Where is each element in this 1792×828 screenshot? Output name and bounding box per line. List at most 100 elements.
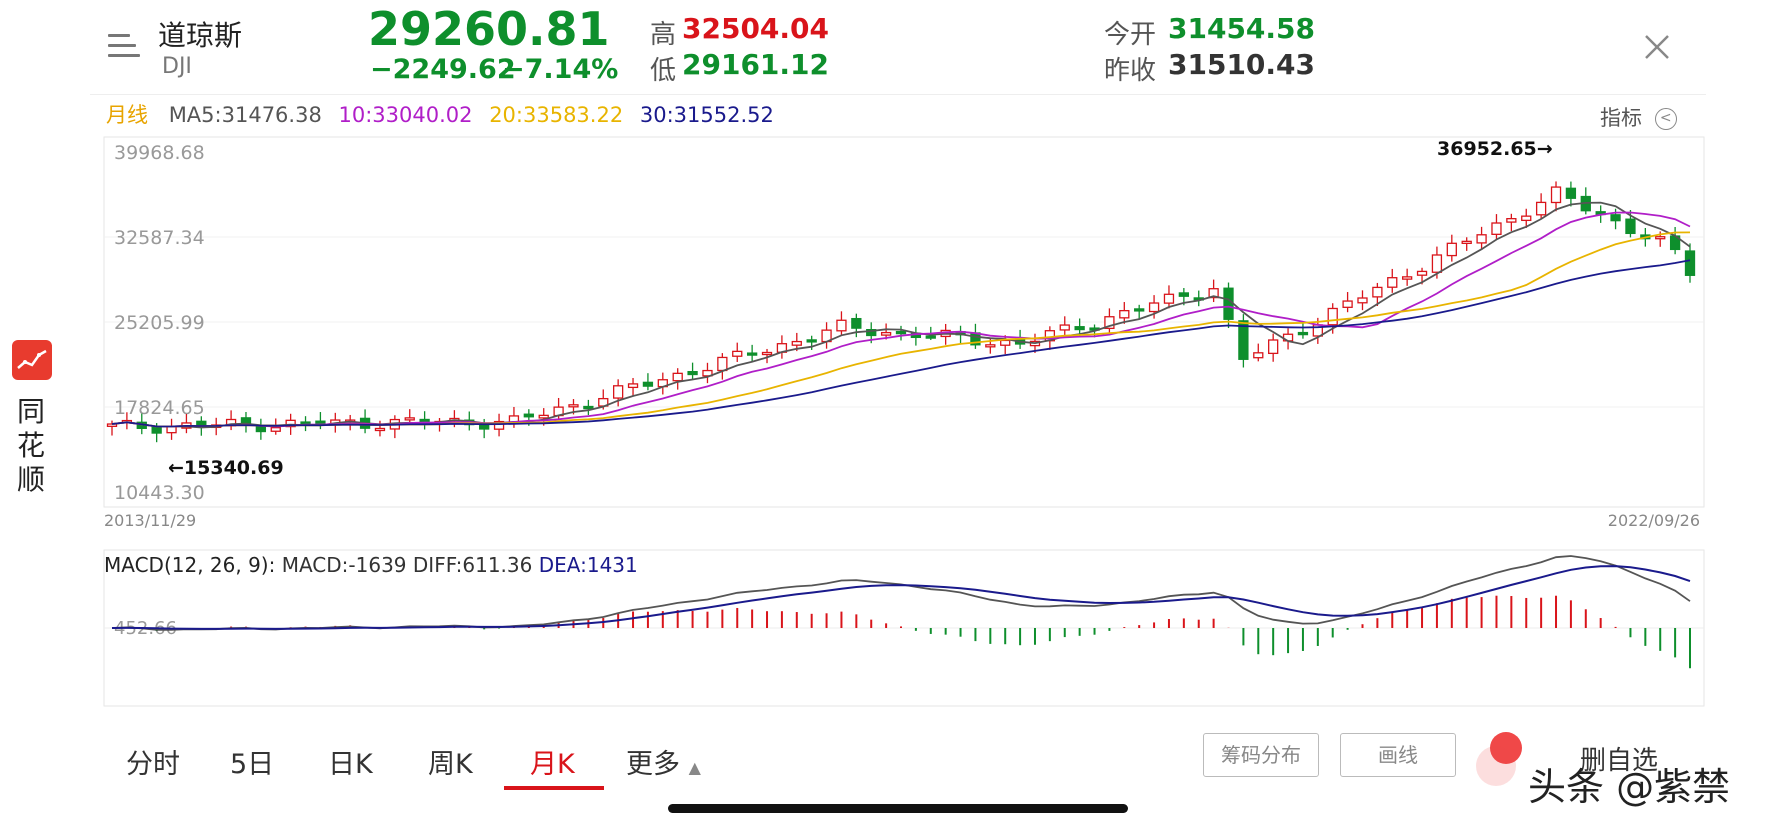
candle-body <box>687 370 698 376</box>
y-axis-label: 39968.68 <box>114 142 205 164</box>
candle-body <box>702 369 713 377</box>
candle-body <box>1178 292 1189 297</box>
dea-line <box>111 565 1691 630</box>
stock-code: DJI <box>162 54 192 79</box>
current-price: 29260.81 <box>368 2 610 56</box>
candle-body <box>1402 276 1413 280</box>
candle-body <box>895 330 907 335</box>
tab-more[interactable]: 更多 ▲ <box>626 742 701 781</box>
candle-body <box>523 413 534 418</box>
period-label[interactable]: 月线 <box>106 103 148 127</box>
candle-body <box>1625 218 1636 235</box>
brand-logo[interactable] <box>12 340 52 380</box>
close-icon[interactable] <box>1636 26 1676 66</box>
kline-grid <box>104 236 1704 408</box>
candle-body <box>1610 214 1621 222</box>
chips-distribution-button[interactable]: 筹码分布 <box>1203 733 1319 777</box>
candle-body <box>1461 240 1472 245</box>
draw-line-button[interactable]: 画线 <box>1340 733 1456 777</box>
tab-5day[interactable]: 5日 <box>230 749 275 780</box>
candle-body <box>1223 287 1234 320</box>
remove-watchlist-icon[interactable] <box>1490 732 1522 764</box>
candle-body <box>851 317 862 329</box>
ma10-value: 10:33040.02 <box>338 103 473 127</box>
kline-ma-lines <box>111 201 1691 429</box>
ma20-value: 20:33583.22 <box>489 103 624 127</box>
candle-body <box>493 420 505 430</box>
high-label: 高 <box>650 20 677 50</box>
candle-body <box>1506 218 1517 223</box>
y-axis-label: 25205.99 <box>114 312 205 334</box>
candle-body <box>1104 316 1115 330</box>
price-change: −2249.62 <box>370 54 516 85</box>
high-value: 32504.04 <box>682 12 830 45</box>
macd-params: MACD(12, 26, 9): <box>104 553 276 577</box>
candle-body <box>642 381 654 387</box>
candle-body <box>925 335 936 339</box>
indicator-label: 指标 <box>1600 106 1642 130</box>
dea-value: DEA:1431 <box>538 553 638 577</box>
tab-daily-k[interactable]: 日K <box>328 749 373 780</box>
candle-body <box>866 328 877 337</box>
candle-body <box>1074 326 1085 331</box>
candle-body <box>1684 250 1696 276</box>
macd-histogram <box>125 595 1691 669</box>
remove-watchlist-button[interactable]: 删自选 <box>1580 746 1659 776</box>
max-annotation: 36952.65→ <box>1437 138 1553 160</box>
candle-body <box>1327 307 1338 326</box>
date-end-label: 2022/09/26 <box>1608 511 1700 530</box>
ma30-value: 30:31552.52 <box>639 103 774 127</box>
tab-active-underline <box>504 786 604 790</box>
candle-body <box>1000 339 1011 346</box>
candle-body <box>1431 254 1443 273</box>
candle-body <box>538 414 549 419</box>
watermark: 头条 @紫禁 <box>1528 765 1731 809</box>
candle-body <box>672 372 683 382</box>
y-axis-label: 10443.30 <box>114 482 205 504</box>
indicator-button[interactable]: 指标 < <box>1600 102 1677 132</box>
candle-body <box>732 350 743 357</box>
open-label: 今开 <box>1104 20 1157 50</box>
kline-candles <box>106 181 1696 443</box>
candle-body <box>1297 331 1309 336</box>
tab-weekly-k[interactable]: 周K <box>428 749 473 780</box>
tab-intraday[interactable]: 分时 <box>126 749 180 780</box>
candle-body <box>836 319 847 332</box>
y-axis-label: 32587.34 <box>114 227 205 249</box>
candle-body <box>1134 308 1145 312</box>
candle-body <box>1059 324 1070 331</box>
candle-body <box>1342 300 1353 308</box>
candle-body <box>985 344 996 348</box>
candle-body <box>1416 270 1428 276</box>
candle-body <box>583 405 594 410</box>
prev-close-label: 昨收 <box>1104 56 1157 86</box>
candle-body <box>717 356 728 372</box>
candle-body <box>374 427 386 432</box>
low-label: 低 <box>650 56 677 86</box>
open-value: 31454.58 <box>1168 12 1316 45</box>
chevron-left-icon: < <box>1654 108 1677 130</box>
candle-body <box>568 404 579 408</box>
brand-char-3: 顺 <box>17 463 46 496</box>
candle-body <box>404 417 415 421</box>
candle-body <box>1148 302 1160 313</box>
candle-body <box>880 331 892 336</box>
caret-up-icon: ▲ <box>688 758 701 777</box>
macd-lines <box>111 555 1691 631</box>
ma-bar: 月线 MA5:31476.38 10:33040.02 20:33583.22 … <box>106 99 774 129</box>
y-axis-label: 17824.65 <box>114 397 205 419</box>
candle-body <box>1372 286 1383 298</box>
candle-body <box>1163 293 1175 304</box>
date-start-label: 2013/11/29 <box>104 511 196 530</box>
candle-body <box>627 383 639 389</box>
tab-monthly-k[interactable]: 月K <box>530 749 575 780</box>
candle-body <box>791 340 802 346</box>
menu-icon[interactable] <box>108 34 140 60</box>
candle-body <box>151 426 162 434</box>
candle-body <box>761 351 773 356</box>
candle-body <box>1446 242 1457 257</box>
remove-watchlist-icon-shadow <box>1476 746 1516 786</box>
candle-body <box>166 425 177 434</box>
candle-body <box>1535 201 1547 216</box>
